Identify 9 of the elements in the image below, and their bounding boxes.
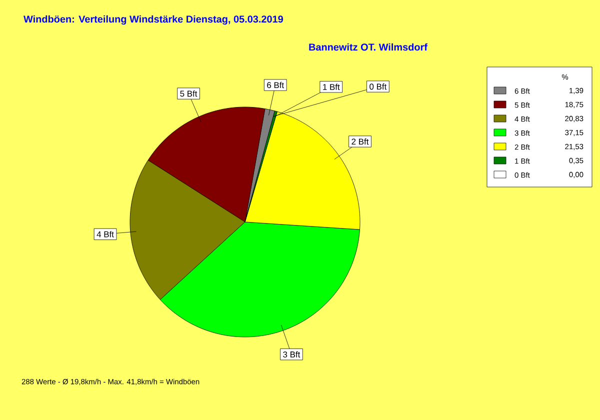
slice-label: 3 Bft <box>283 351 300 358</box>
category-label: 0 Bft <box>370 83 387 90</box>
slice-label: 1 Bft <box>323 84 340 90</box>
slice-label: 5 Bft <box>180 90 198 97</box>
chart-subtitle: Bannewitz OT. Wilmsdorf <box>309 43 428 51</box>
slice-label: 2 Bft <box>352 138 369 145</box>
slice-label: 4 Bft <box>96 231 114 238</box>
slice-label: 6 Bft <box>267 82 284 88</box>
chart-title: Windböen: Verteilung Windstärke Dienstag, 05.03.2019 <box>24 15 283 25</box>
